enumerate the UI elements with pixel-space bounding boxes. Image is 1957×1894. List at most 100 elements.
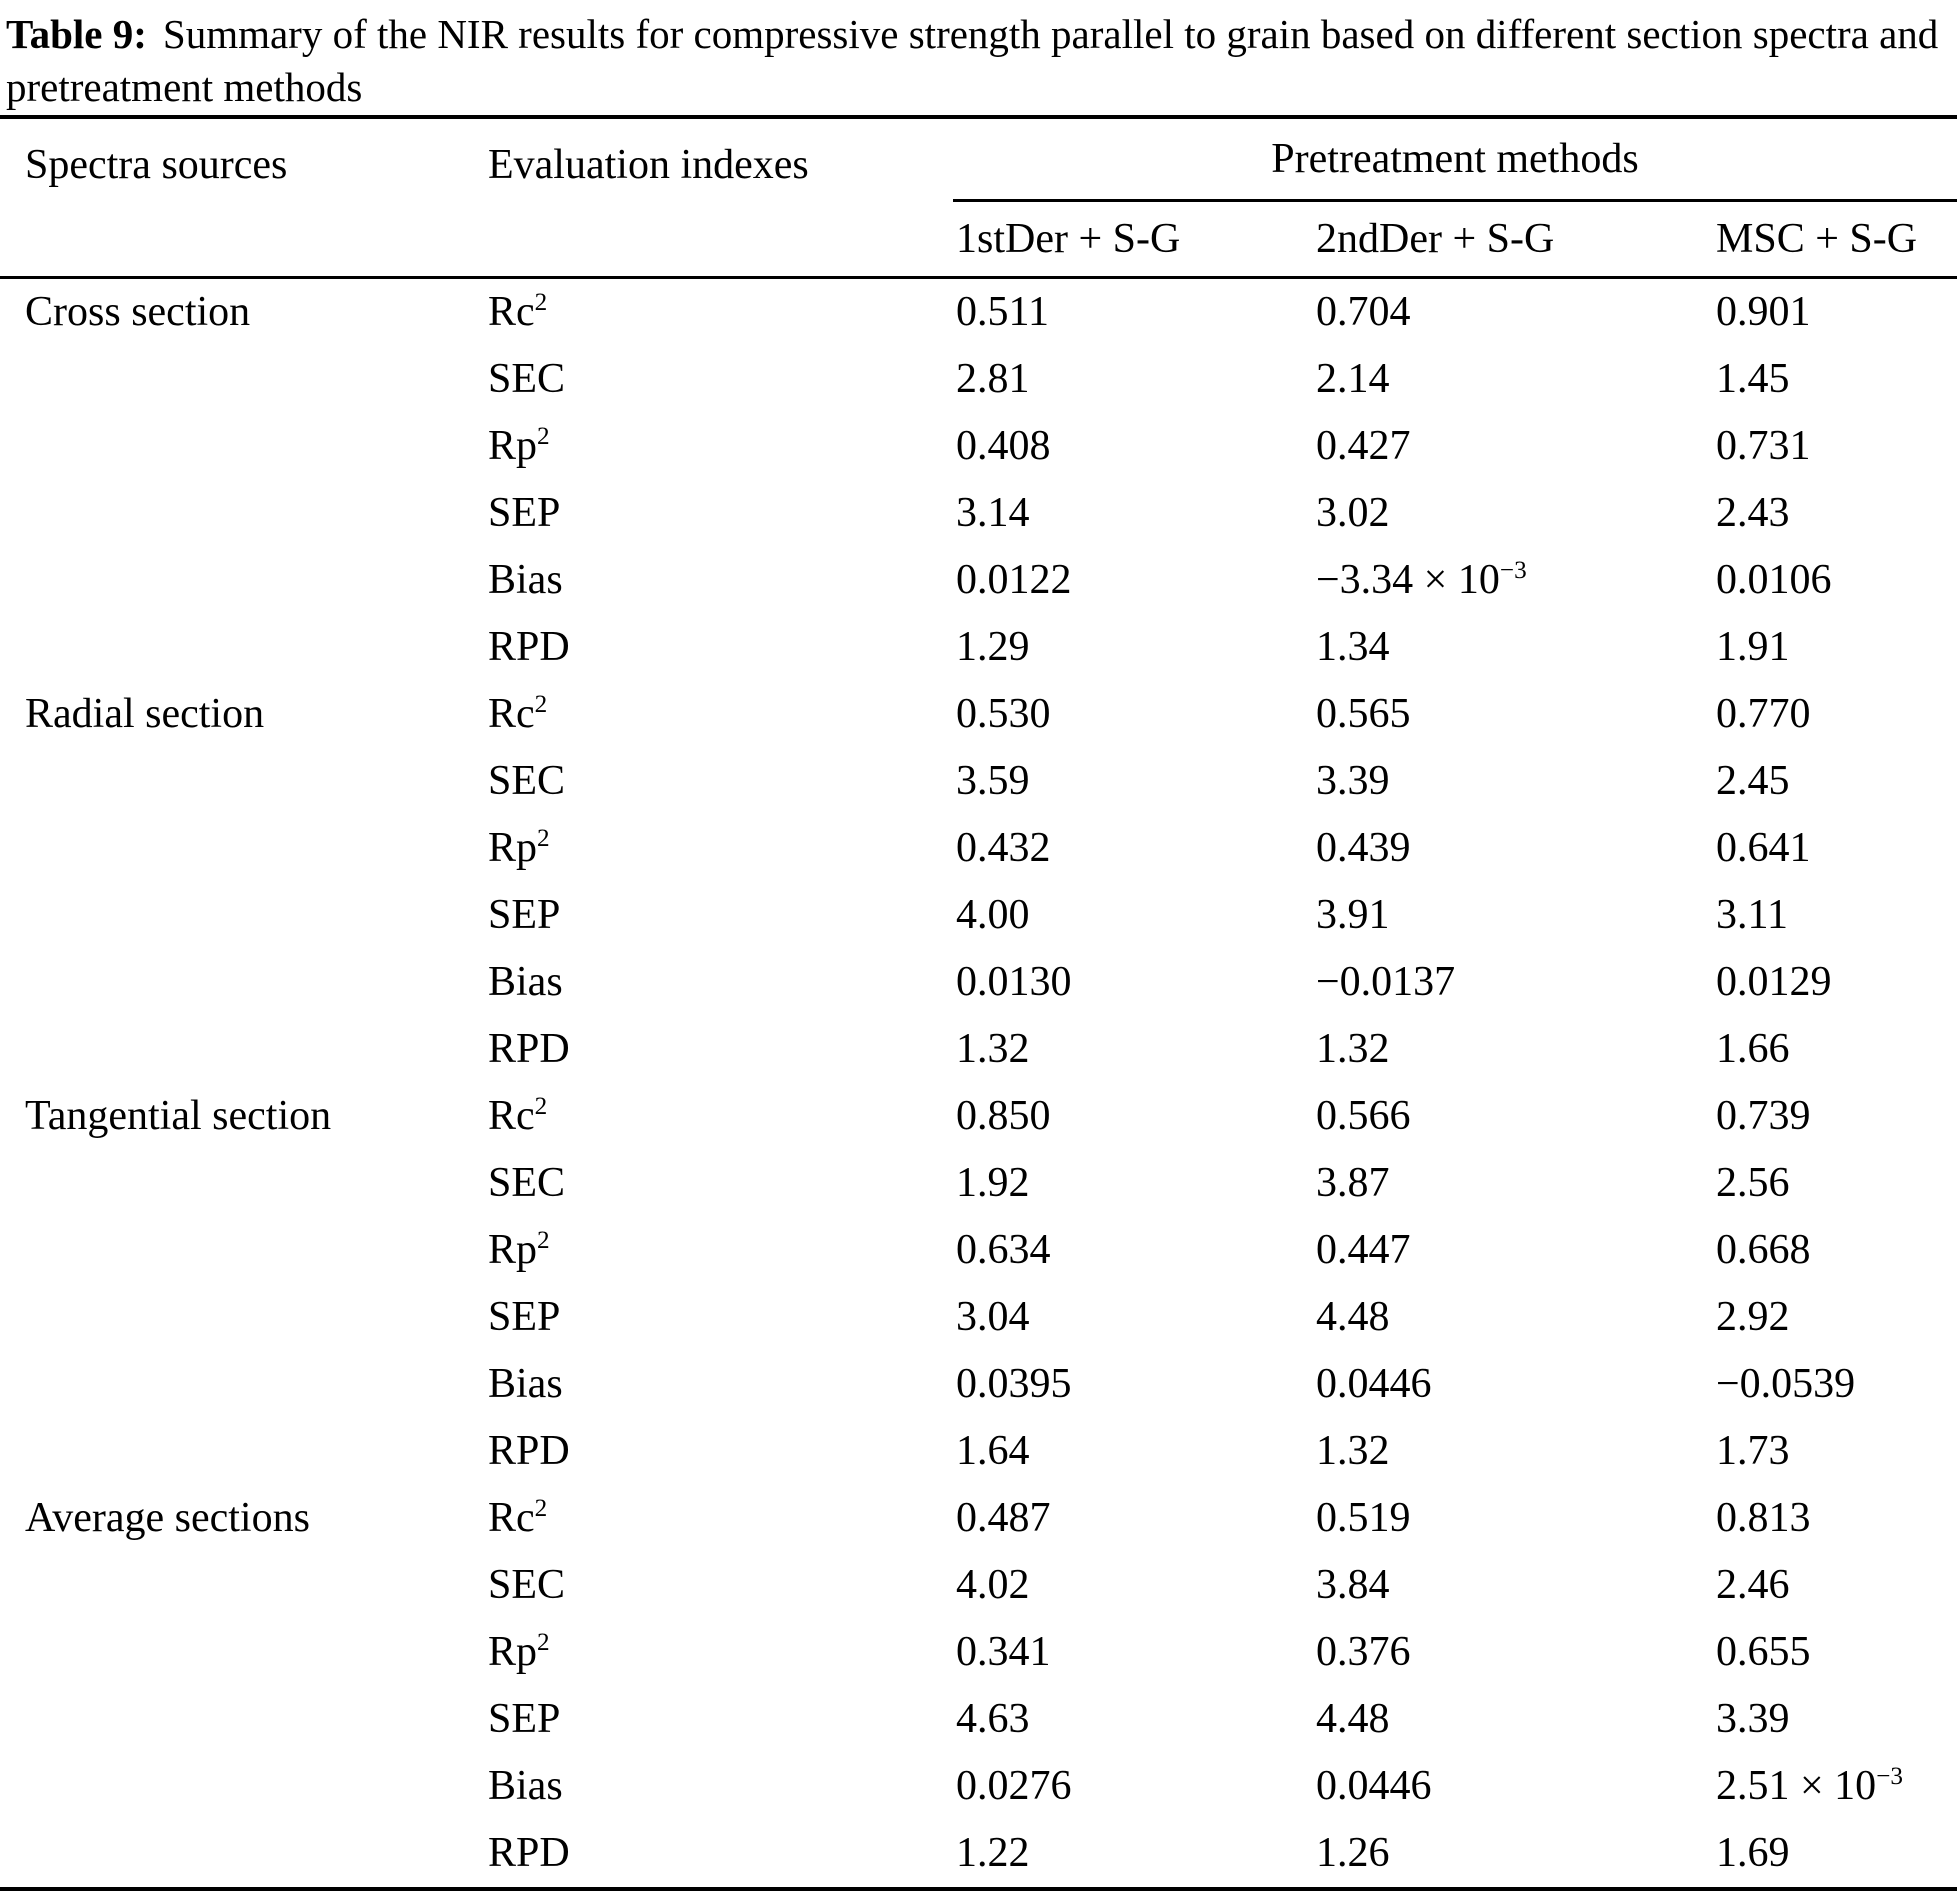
value-cell: 4.48 [1313, 1284, 1713, 1351]
section-cell [0, 1150, 485, 1217]
value-text: 1.26 [1316, 1830, 1390, 1877]
section-cell: Tangential section [0, 1083, 485, 1150]
evaluation-index-superscript: 2 [534, 1093, 548, 1121]
evaluation-index-label: RPD [488, 1428, 570, 1475]
value-cell: 4.02 [953, 1552, 1313, 1619]
value-cell: 0.487 [953, 1485, 1313, 1552]
evaluation-index-cell: RPD [485, 1016, 953, 1083]
section-cell [0, 949, 485, 1016]
value-text: 2.81 [956, 356, 1030, 403]
value-cell: 0.0276 [953, 1753, 1313, 1820]
value-text: 1.64 [956, 1428, 1030, 1475]
header-row-methods: 1stDer + S-G 2ndDer + S-G MSC + S-G [0, 200, 1957, 279]
value-cell: 0.813 [1713, 1485, 1957, 1552]
value-cell: 1.66 [1713, 1016, 1957, 1083]
value-text: 3.02 [1316, 490, 1390, 537]
evaluation-index-cell: SEP [485, 1686, 953, 1753]
evaluation-index-label: SEP [488, 1696, 561, 1743]
value-text: 0.0106 [1716, 557, 1832, 604]
value-text: 3.04 [956, 1294, 1030, 1341]
evaluation-index-cell: RPD [485, 614, 953, 681]
value-cell: 4.00 [953, 882, 1313, 949]
value-cell: 3.91 [1313, 882, 1713, 949]
value-cell: 1.92 [953, 1150, 1313, 1217]
evaluation-index-label: Rp [488, 1227, 538, 1274]
table-row: Tangential section Rc2 0.850 0.566 0.739 [0, 1083, 1957, 1150]
table-row: SEC 2.81 2.14 1.45 [0, 346, 1957, 413]
value-cell: 1.22 [953, 1819, 1313, 1891]
table-row: SEC 1.92 3.87 2.56 [0, 1150, 1957, 1217]
evaluation-index-label: Bias [488, 1361, 563, 1408]
evaluation-index-cell: SEP [485, 480, 953, 547]
value-cell: 3.04 [953, 1284, 1313, 1351]
value-text: 0.704 [1316, 289, 1411, 336]
evaluation-index-superscript: 2 [534, 691, 548, 719]
evaluation-index-label: SEP [488, 892, 561, 939]
table-row: Bias 0.0276 0.0446 2.51 × 10−3 [0, 1753, 1957, 1820]
section-label: Radial section [25, 691, 265, 738]
value-cell: 0.566 [1313, 1083, 1713, 1150]
value-cell: 1.73 [1713, 1418, 1957, 1485]
value-cell: −0.0137 [1313, 949, 1713, 1016]
evaluation-index-superscript: 2 [534, 289, 548, 317]
table-body: Cross section Rc2 0.511 0.704 0.901 SEC 2.81 2.… [0, 277, 1957, 1891]
value-text: 0.447 [1316, 1227, 1411, 1274]
value-cell: 4.63 [953, 1686, 1313, 1753]
value-text: 0.566 [1316, 1093, 1411, 1140]
value-text: 3.84 [1316, 1562, 1390, 1609]
section-cell [0, 815, 485, 882]
nir-results-table: Spectra sources Evaluation indexes Pretr… [0, 114, 1957, 1891]
column-header-evaluation-indexes: Evaluation indexes [485, 114, 953, 279]
value-text: 2.46 [1716, 1562, 1790, 1609]
value-text: 1.69 [1716, 1830, 1790, 1877]
value-cell: 0.0395 [953, 1351, 1313, 1418]
value-text: 0.0129 [1716, 959, 1832, 1006]
value-cell: 0.770 [1713, 681, 1957, 748]
value-cell: 0.408 [953, 413, 1313, 480]
evaluation-index-cell: Rc2 [485, 1083, 953, 1150]
value-cell: 0.0446 [1313, 1753, 1713, 1820]
evaluation-index-cell: Bias [485, 1753, 953, 1820]
value-text: 0.770 [1716, 691, 1811, 738]
table-row: Rp2 0.432 0.439 0.641 [0, 815, 1957, 882]
value-text: 3.14 [956, 490, 1030, 537]
value-text: 4.48 [1316, 1696, 1390, 1743]
value-text: 2.92 [1716, 1294, 1790, 1341]
value-text: −3.34 × 10 [1316, 557, 1500, 604]
value-text: 0.0122 [956, 557, 1072, 604]
value-text: 2.56 [1716, 1160, 1790, 1207]
table-header: Spectra sources Evaluation indexes Pretr… [0, 114, 1957, 279]
table-caption-text: Summary of the NIR results for compressi… [6, 11, 1939, 111]
value-text: −0.0137 [1316, 959, 1456, 1006]
value-cell: 3.14 [953, 480, 1313, 547]
value-text: 1.45 [1716, 356, 1790, 403]
evaluation-index-label: SEP [488, 490, 561, 537]
value-text: 0.530 [956, 691, 1051, 738]
value-cell: 0.519 [1313, 1485, 1713, 1552]
evaluation-index-cell: Rp2 [485, 815, 953, 882]
value-text: 0.439 [1316, 825, 1411, 872]
evaluation-index-cell: Bias [485, 547, 953, 614]
section-label: Average sections [25, 1495, 310, 1542]
value-text: 3.91 [1316, 892, 1390, 939]
value-text: 0.739 [1716, 1093, 1811, 1140]
value-cell: 1.29 [953, 614, 1313, 681]
section-cell [0, 614, 485, 681]
section-cell: Average sections [0, 1485, 485, 1552]
evaluation-index-label: Bias [488, 557, 563, 604]
value-text: 1.22 [956, 1830, 1030, 1877]
evaluation-index-cell: SEP [485, 1284, 953, 1351]
value-text: 0.668 [1716, 1227, 1811, 1274]
section-cell [0, 1686, 485, 1753]
evaluation-index-superscript: 2 [534, 1495, 548, 1523]
section-cell [0, 346, 485, 413]
value-text: 0.850 [956, 1093, 1051, 1140]
evaluation-index-label: Rp [488, 1629, 538, 1676]
evaluation-index-cell: Bias [485, 1351, 953, 1418]
evaluation-index-label: SEP [488, 1294, 561, 1341]
value-text: 4.48 [1316, 1294, 1390, 1341]
section-cell [0, 748, 485, 815]
evaluation-index-cell: SEC [485, 748, 953, 815]
value-cell: 4.48 [1313, 1686, 1713, 1753]
section-cell [0, 1552, 485, 1619]
